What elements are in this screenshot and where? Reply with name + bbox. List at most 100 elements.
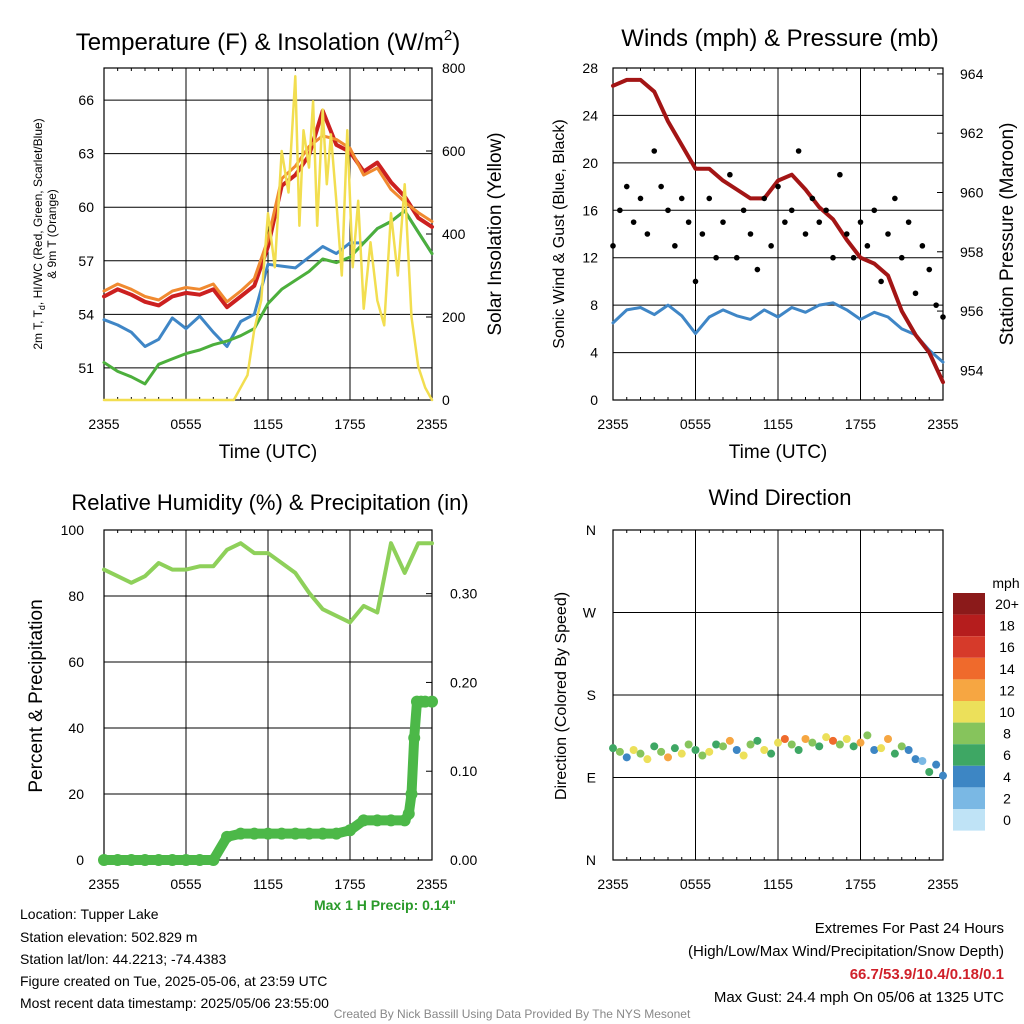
direction-point [863, 731, 872, 740]
y-axis-label-line2: & 9m T (Orange) [45, 189, 59, 279]
y-tick-label: N [586, 522, 596, 538]
direction-point [664, 753, 672, 762]
legend-label: 14 [999, 661, 1015, 677]
gust-point [754, 266, 761, 273]
y-tick-label: 63 [78, 146, 94, 162]
direction-point [622, 753, 631, 762]
direction-point [657, 747, 666, 756]
direction-point [712, 740, 721, 749]
gust-point [933, 302, 939, 308]
recent-data-text: Most recent data timestamp: 2025/05/06 2… [20, 995, 329, 1011]
y-tick-label: 80 [68, 588, 84, 604]
max-gust-text: Max Gust: 24.4 mph On 05/06 at 1325 UTC [713, 989, 1004, 1006]
y2-tick-label: 0 [442, 392, 450, 408]
y2-tick-label: 962 [960, 125, 984, 141]
x-tick-label: 2355 [927, 876, 958, 892]
x-tick-label: 0555 [170, 876, 201, 892]
y-tick-label: 0 [590, 392, 598, 408]
gust-point [823, 207, 829, 214]
y-axis-label: Direction (Colored By Speed) [553, 592, 570, 800]
legend-label: 10 [999, 704, 1015, 720]
gust-point [816, 219, 823, 225]
direction-point [849, 742, 858, 751]
gust-point [678, 195, 685, 202]
legend-swatch [953, 614, 985, 637]
latlon-text: Station lat/lon: 44.2213; -74.4383 [20, 951, 227, 967]
gust-point [919, 243, 926, 249]
panel-winds: 2355 0555 1155 1755 2355 0 4 8 12 16 20 24 28 954 956 9… [551, 25, 1018, 463]
y2-tick-label: 0.30 [450, 586, 477, 602]
direction-point [870, 746, 879, 754]
y-tick-label: 16 [582, 202, 598, 218]
direction-point [911, 755, 920, 764]
legend-label: 2 [1003, 790, 1011, 806]
x-tick-label: 0555 [680, 876, 711, 892]
direction-point [732, 746, 741, 754]
legend-label: 16 [999, 639, 1015, 655]
gust-point [857, 219, 864, 225]
y2-tick-label: 960 [960, 185, 984, 201]
legend-swatch [953, 787, 985, 809]
red-line [102, 108, 434, 310]
y2-tick-label: 200 [442, 309, 466, 325]
y-axis-label: 2m T, Td, HI/WC (Red, Green, Scarlet/Blu… [31, 118, 47, 349]
direction-point [670, 744, 679, 753]
gust-point [892, 195, 898, 202]
legend-swatch [953, 744, 985, 766]
x-axis-label: Time (UTC) [729, 442, 828, 463]
gust-point [926, 266, 933, 273]
y-tick-label: 54 [78, 306, 94, 322]
legend-swatch [953, 701, 985, 723]
extremes-title: Extremes For Past 24 Hours [814, 920, 1004, 937]
gust-point [685, 219, 692, 225]
direction-point [746, 740, 755, 749]
direction-point [760, 746, 769, 754]
direction-point [650, 742, 659, 751]
direction-point [884, 735, 892, 743]
x-tick-label: 1755 [334, 416, 365, 432]
direction-point [932, 760, 941, 769]
gust-point [713, 254, 719, 261]
chart-title: Wind Direction [708, 485, 851, 510]
x-tick-label: 1155 [763, 416, 793, 432]
x-tick-label: 1755 [845, 876, 876, 892]
x-tick-label: 1155 [763, 876, 793, 892]
legend-label: 6 [1003, 747, 1011, 763]
direction-point [615, 747, 624, 756]
y-tick-label: S [587, 687, 596, 703]
legend-label: 8 [1003, 726, 1011, 742]
footer-credit: Created By Nick Bassill Using Data Provi… [333, 1007, 691, 1021]
y2-tick-label: 964 [960, 66, 984, 82]
direction-point [698, 751, 707, 760]
direction-point [801, 735, 810, 743]
y-tick-label: 57 [78, 253, 94, 269]
gust-point [665, 207, 671, 214]
x-tick-label: 1155 [253, 876, 283, 892]
legend-swatch [953, 636, 985, 658]
legend-swatch [953, 593, 985, 615]
direction-point [856, 738, 865, 747]
y-tick-label: 66 [78, 92, 94, 108]
y2-tick-label: 0.00 [450, 852, 477, 868]
direction-point [835, 740, 844, 749]
legend-label: 18 [999, 618, 1015, 634]
direction-point [904, 746, 913, 754]
y-tick-label: 40 [68, 720, 84, 736]
direction-point [767, 749, 776, 758]
x-tick-label: 2355 [597, 876, 628, 892]
y-tick-label: 20 [582, 155, 598, 171]
rh-line [102, 541, 434, 625]
y2-axis-label: Solar Insolation (Yellow) [485, 132, 506, 335]
gust-point [733, 254, 740, 261]
gust-point [905, 219, 912, 225]
x-tick-label: 2355 [416, 416, 447, 432]
gust-point [878, 278, 884, 285]
legend-label: 4 [1003, 769, 1011, 785]
gust-point [727, 171, 733, 178]
chart-title: Temperature (F) & Insolation (W/m2) [76, 27, 460, 56]
x-tick-label: 1755 [334, 876, 365, 892]
gust-point [802, 231, 809, 237]
gust-point [637, 195, 644, 202]
y2-tick-label: 954 [960, 362, 984, 378]
legend-swatch [953, 679, 985, 701]
